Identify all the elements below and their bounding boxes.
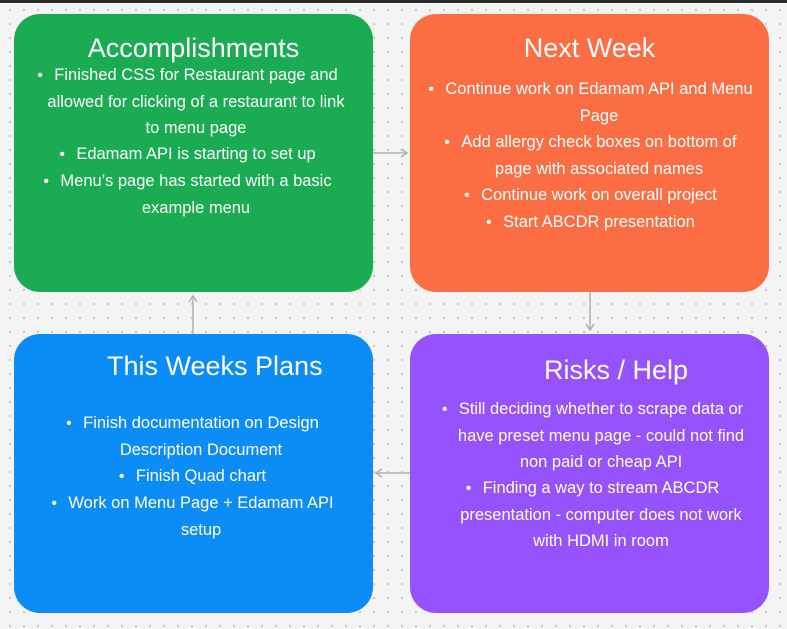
next-week-card[interactable]: Next Week Continue work on Edamam API an… [410,14,769,292]
list-item-text: Edamam API is starting to set up [76,145,315,163]
list-item-text: Work on Menu Page + Edamam API setup [68,494,333,539]
list-item-text: Finding a way to stream ABCDR presentati… [460,479,742,550]
list-item: Finish documentation on Design Descripti… [56,410,346,463]
list-item: Finding a way to stream ABCDR presentati… [446,475,756,554]
next-week-list: Continue work on Edamam API and Menu Pag… [444,76,754,236]
list-item: Menu’s page has started with a basic exa… [46,168,346,221]
list-item: Continue work on overall project [444,182,754,209]
canvas-top-edge [0,0,787,3]
arrow-plans-to-accomplishments [188,294,198,334]
arrow-next-week-to-risks [585,292,595,332]
list-item-text: Continue work on Edamam API and Menu Pag… [445,80,752,125]
list-item: Continue work on Edamam API and Menu Pag… [444,76,754,129]
risks-help-card[interactable]: Risks / Help Still deciding whether to s… [410,334,769,613]
list-item-text: Menu’s page has started with a basic exa… [60,172,331,217]
list-item: Work on Menu Page + Edamam API setup [56,490,346,543]
list-item-text: Continue work on overall project [481,186,717,204]
this-weeks-plans-card[interactable]: This Weeks Plans Finish documentation on… [14,334,373,613]
list-item: Still deciding whether to scrape data or… [446,396,756,475]
list-item: Start ABCDR presentation [444,209,754,236]
accomplishments-card[interactable]: Accomplishments Finished CSS for Restaur… [14,14,373,292]
next-week-title: Next Week [523,33,656,63]
list-item: Finished CSS for Restaurant page and all… [46,62,346,141]
list-item-text: Start ABCDR presentation [503,213,695,231]
list-item: Finish Quad chart [56,463,346,490]
this-weeks-plans-title: This Weeks Plans [107,351,323,381]
list-item: Add allergy check boxes on bottom of pag… [444,129,754,182]
this-weeks-plans-list: Finish documentation on Design Descripti… [56,410,346,543]
list-item-text: Finish documentation on Design Descripti… [83,414,319,459]
list-item-text: Still deciding whether to scrape data or… [458,400,744,471]
list-item-text: Add allergy check boxes on bottom of pag… [461,133,736,178]
arrow-accomplishments-to-next-week [373,148,409,158]
risks-help-title: Risks / Help [544,355,689,385]
list-item-text: Finished CSS for Restaurant page and all… [47,66,344,137]
list-item-text: Finish Quad chart [136,467,266,485]
arrow-risks-to-plans [374,468,410,478]
accomplishments-list: Finished CSS for Restaurant page and all… [46,62,346,221]
risks-help-list: Still deciding whether to scrape data or… [446,396,756,554]
list-item: Edamam API is starting to set up [46,141,346,168]
accomplishments-title: Accomplishments [87,33,300,63]
